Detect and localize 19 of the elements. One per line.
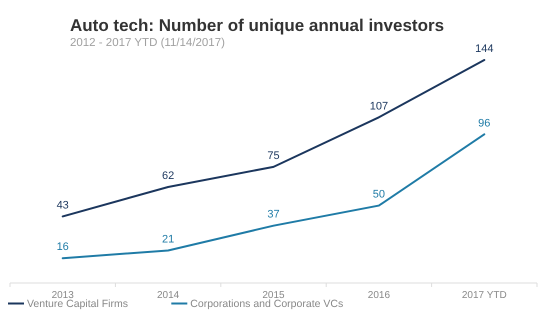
chart-title: Auto tech: Number of unique annual investors [70,16,444,35]
x-tick-label: 2016 [368,290,390,301]
x-tick-label: 2014 [156,290,180,301]
data-label: 144 [475,43,494,55]
data-label: 21 [162,233,174,246]
legend-label: Corporations and Corporate VCs [190,298,344,310]
data-label: 96 [478,117,490,130]
data-label: 107 [370,100,388,112]
chart-subtitle: 2012 - 2017 YTD (11/14/2017) [70,37,226,49]
data-label: 43 [56,199,69,212]
data-label: 75 [267,150,280,162]
x-tick-label: 2017 YTD [462,290,507,301]
x-tick-label: 2015 [262,290,286,301]
data-label: 50 [372,188,386,201]
data-label: 16 [56,241,69,254]
data-label: 62 [162,170,174,182]
data-label: 37 [267,208,280,221]
legend-label: Venture Capital Firms [27,298,128,310]
x-tick-label: 2013 [52,290,74,301]
